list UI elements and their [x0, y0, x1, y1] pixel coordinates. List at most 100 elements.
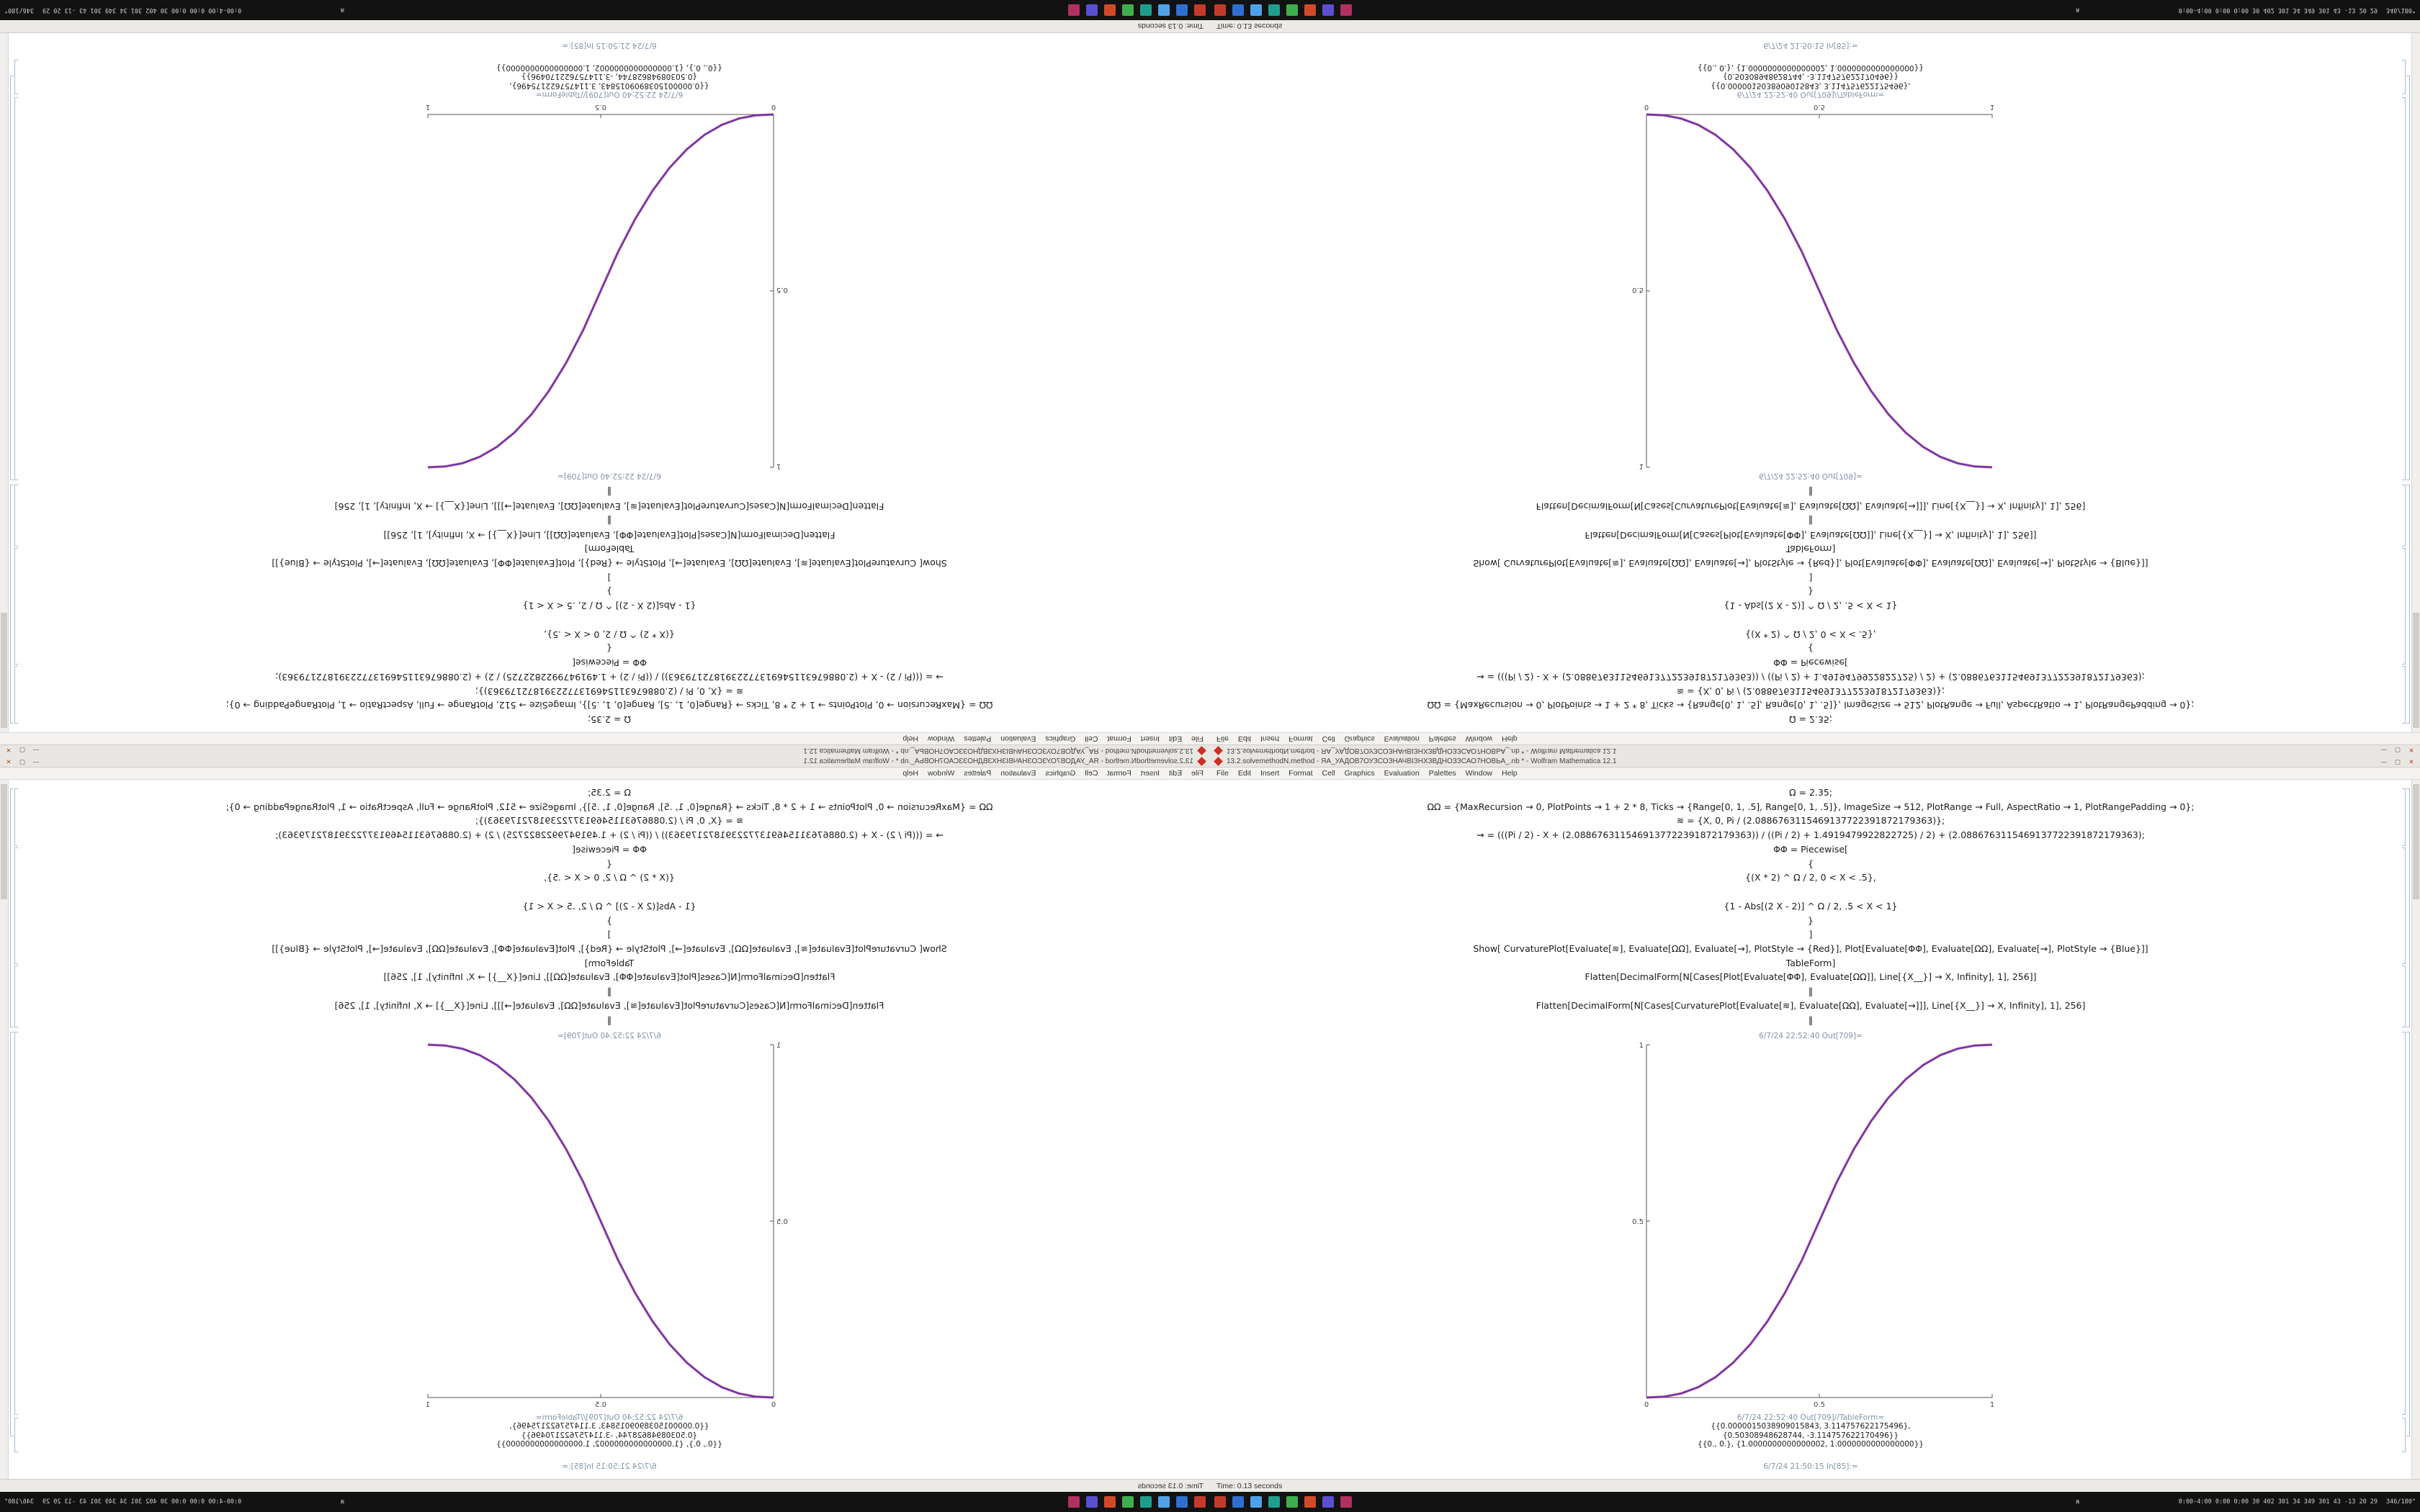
menu-evaluation[interactable]: Evaluation	[1000, 734, 1036, 743]
close-button[interactable]: ✕	[2408, 757, 2414, 765]
notebook-input-line[interactable]: Flatten[DecimalForm[N[Cases[CurvaturePlo…	[334, 999, 884, 1011]
system-tray[interactable]: 0:00-4:00 0:00 0:00 30 402 301 34 349 30…	[4, 1498, 241, 1506]
cell-bracket[interactable]	[2402, 666, 2406, 724]
menu-graphics[interactable]: Graphics	[1045, 734, 1076, 743]
notebook-input-line[interactable]: {(X * 2) ^ Ω / 2, 0 < X < .5},	[544, 872, 675, 883]
taskbar-app-icon-magenta[interactable]	[1068, 4, 1080, 16]
notebook-input-line[interactable]: ΩΩ = {MaxRecursion → 0, PlotPoints → 1 +…	[225, 801, 993, 812]
notebook-input-line[interactable]: TableForm]	[584, 544, 635, 555]
notebook-input-line[interactable]: {1 - Abs[(2 X - 2)] ^ Ω / 2, .5 < X < 1}	[522, 600, 696, 612]
vertical-scrollbar[interactable]	[2411, 33, 2420, 732]
taskbar-app-icon-violet[interactable]	[1322, 1496, 1334, 1508]
menu-format[interactable]: Format	[1289, 734, 1313, 743]
maximize-button[interactable]: ▢	[19, 757, 26, 765]
scrollbar-thumb[interactable]	[2413, 784, 2419, 899]
taskbar-app-icon-magenta[interactable]	[1068, 1496, 1080, 1508]
taskbar-app-icon-violet[interactable]	[1322, 4, 1334, 16]
menu-cell[interactable]: Cell	[1322, 769, 1335, 778]
language-indicator[interactable]: а	[2076, 7, 2080, 14]
system-tray[interactable]: 0:00-4:00 0:00 0:00 30 402 301 34 349 30…	[2179, 1498, 2416, 1506]
menu-edit[interactable]: Edit	[1168, 734, 1183, 743]
cell-bracket[interactable]	[14, 548, 18, 665]
cell-bracket[interactable]	[2402, 847, 2406, 964]
cell-bracket[interactable]	[14, 788, 18, 846]
notebook-input-line[interactable]: Show[ CurvaturePlot[Evaluate[≋], Evaluat…	[1473, 943, 2148, 955]
cell-bracket[interactable]	[2402, 1032, 2406, 1415]
vertical-scrollbar[interactable]	[2411, 780, 2420, 1479]
title-bar[interactable]: 13.2.solvemethodN.method - ЯА_УАДОВ7ОУЗС…	[0, 744, 1210, 756]
close-button[interactable]: ✕	[2408, 747, 2414, 755]
menu-help[interactable]: Help	[1502, 734, 1518, 743]
menu-graphics[interactable]: Graphics	[1045, 769, 1076, 778]
menu-edit[interactable]: Edit	[1237, 734, 1252, 743]
menu-evaluation[interactable]: Evaluation	[1000, 769, 1036, 778]
taskbar-app-icon-red[interactable]	[1194, 4, 1206, 16]
taskbar-app-icon-green[interactable]	[1122, 1496, 1134, 1508]
close-button[interactable]: ✕	[6, 757, 12, 765]
cell-bracket[interactable]	[2402, 966, 2406, 1027]
taskbar-app-icon-teal[interactable]	[1268, 1496, 1280, 1508]
taskbar-app-icon-violet[interactable]	[1086, 4, 1098, 16]
menu-palettes[interactable]: Palettes	[964, 769, 992, 778]
menu-edit[interactable]: Edit	[1168, 769, 1183, 778]
taskbar-app-icon-lightblue[interactable]	[1158, 4, 1170, 16]
menu-insert[interactable]: Insert	[1140, 734, 1160, 743]
notebook-input-line[interactable]: Ω = 2.35;	[587, 714, 632, 725]
menu-insert[interactable]: Insert	[1260, 769, 1280, 778]
menu-evaluation[interactable]: Evaluation	[1384, 769, 1420, 778]
cell-bracket[interactable]	[2406, 1032, 2410, 1436]
cell-bracket[interactable]	[14, 1418, 18, 1452]
notebook-input-line[interactable]: Ω = 2.35;	[1788, 787, 1833, 798]
cell-bracket[interactable]	[14, 97, 18, 480]
taskbar-app-icon-orange[interactable]	[1104, 4, 1116, 16]
notebook-input-line[interactable]: Flatten[DecimalForm[N[Cases[CurvaturePlo…	[1536, 501, 2086, 513]
menu-window[interactable]: Window	[927, 734, 955, 743]
taskbar-app-icon-blue[interactable]	[1176, 1496, 1188, 1508]
cell-bracket[interactable]	[14, 847, 18, 964]
language-indicator[interactable]: а	[340, 7, 344, 14]
notebook-content[interactable]: Ω = 2.35; ΩΩ = {MaxRecursion → 0, PlotPo…	[9, 33, 1210, 732]
taskbar-app-icon-blue[interactable]	[1232, 4, 1244, 16]
notebook-input-line[interactable]: TableForm]	[1785, 957, 1836, 968]
menu-insert[interactable]: Insert	[1260, 734, 1280, 743]
notebook-input-line[interactable]: ‖	[606, 487, 612, 498]
notebook-input-line[interactable]: ≋ = {X, 0, Pi / (2.088676311546913772239…	[1676, 685, 1945, 697]
menu-window[interactable]: Window	[1465, 769, 1493, 778]
notebook-input-line[interactable]: ‖	[606, 515, 612, 526]
scrollbar-thumb[interactable]	[1, 784, 7, 899]
notebook-input-line[interactable]: }	[606, 586, 612, 598]
menu-palettes[interactable]: Palettes	[1428, 734, 1456, 743]
notebook-input-line[interactable]: ‖	[606, 1014, 612, 1025]
menu-evaluation[interactable]: Evaluation	[1384, 734, 1420, 743]
notebook-input-line[interactable]: ⇝ = (((Pi / 2) - X + (2.0886763115469137…	[275, 671, 944, 683]
minimize-button[interactable]: —	[2380, 757, 2388, 765]
notebook-input-line[interactable]: {1 - Abs[(2 X - 2)] ^ Ω / 2, .5 < X < 1}	[1724, 900, 1898, 912]
notebook-input-line[interactable]: ≋ = {X, 0, Pi / (2.088676311546913772239…	[1676, 815, 1945, 827]
notebook-content[interactable]: Ω = 2.35; ΩΩ = {MaxRecursion → 0, PlotPo…	[9, 780, 1210, 1479]
cell-bracket[interactable]	[2402, 60, 2406, 94]
taskbar-app-icon-red[interactable]	[1214, 1496, 1226, 1508]
notebook-input-line[interactable]: Show[ CurvaturePlot[Evaluate[≋], Evaluat…	[272, 557, 947, 569]
notebook-content[interactable]: Ω = 2.35; ΩΩ = {MaxRecursion → 0, PlotPo…	[1210, 780, 2411, 1479]
menu-cell[interactable]: Cell	[1085, 734, 1098, 743]
language-indicator[interactable]: а	[340, 1498, 344, 1505]
notebook-input-line[interactable]: {1 - Abs[(2 X - 2)] ^ Ω / 2, .5 < X < 1}	[1724, 600, 1898, 612]
menu-edit[interactable]: Edit	[1237, 769, 1252, 778]
cell-bracket[interactable]	[14, 966, 18, 1027]
notebook-input-line[interactable]: Ω = 2.35;	[587, 787, 632, 798]
notebook-input-line[interactable]: {	[606, 643, 612, 654]
menu-help[interactable]: Help	[902, 769, 918, 778]
cell-bracket[interactable]	[14, 666, 18, 724]
notebook-input-line[interactable]: Flatten[DecimalForm[N[Cases[Plot[Evaluat…	[383, 529, 835, 541]
menu-file[interactable]: File	[1191, 769, 1204, 778]
menu-format[interactable]: Format	[1107, 734, 1131, 743]
notebook-input-line[interactable]: ≋ = {X, 0, Pi / (2.088676311546913772239…	[475, 815, 744, 827]
notebook-input-line[interactable]: ΩΩ = {MaxRecursion → 0, PlotPoints → 1 +…	[1427, 700, 2195, 711]
scrollbar-thumb[interactable]	[2413, 613, 2419, 728]
taskbar-app-icon-teal[interactable]	[1140, 4, 1152, 16]
taskbar-app-icon-green[interactable]	[1286, 1496, 1298, 1508]
notebook-input-line[interactable]: {(X * 2) ^ Ω / 2, 0 < X < .5},	[544, 629, 675, 640]
cell-bracket[interactable]	[2402, 1418, 2406, 1452]
title-bar[interactable]: 13.2.solvemethodN.method - ЯА_УАДОВ7ОУЗС…	[1210, 744, 2420, 756]
taskbar-app-icon-blue[interactable]	[1232, 1496, 1244, 1508]
